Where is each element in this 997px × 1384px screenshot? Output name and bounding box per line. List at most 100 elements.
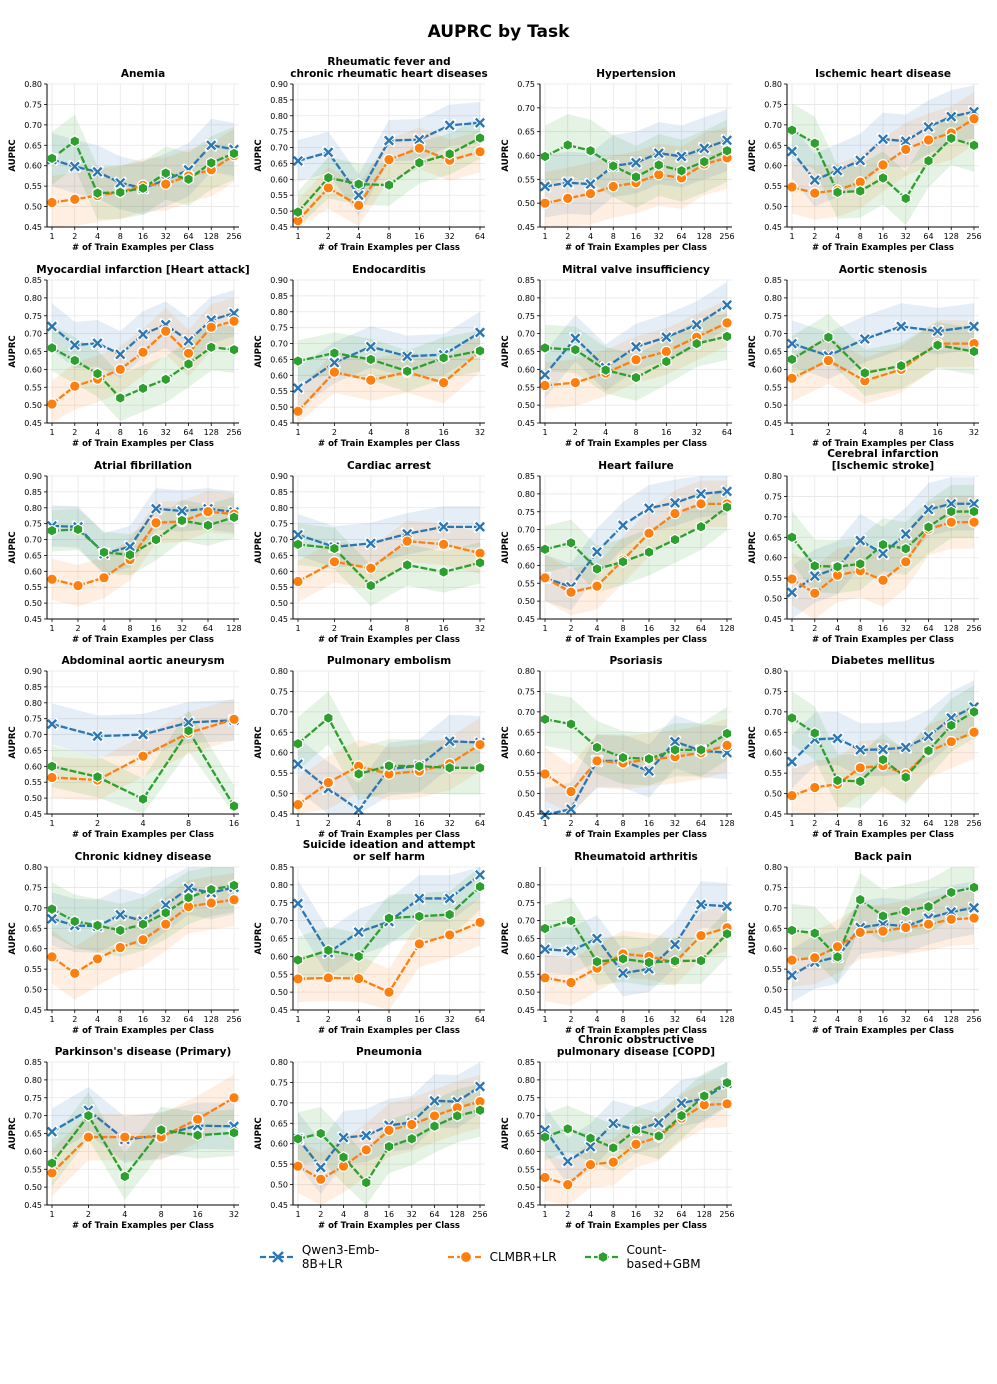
point-s3-8 — [698, 155, 710, 168]
point-s3-7 — [202, 519, 214, 532]
point-s3-2 — [570, 343, 581, 356]
series-line-2 — [51, 1096, 235, 1174]
point-s1-3 — [831, 732, 844, 745]
point-s3-2 — [809, 727, 821, 740]
point-s3-1 — [46, 524, 58, 537]
point-s3-1 — [46, 341, 58, 355]
subplot-title: or self harm — [353, 851, 425, 863]
point-s3-8 — [228, 511, 240, 524]
x-tick-label: 32 — [901, 819, 911, 828]
point-s2-5 — [630, 1138, 642, 1151]
point-s3-6 — [444, 147, 455, 161]
point-s1-4 — [606, 1117, 620, 1130]
series-line-2 — [791, 342, 974, 383]
x-tick-label: 4 — [368, 624, 373, 633]
point-s1-5 — [876, 743, 890, 756]
point-s3-5 — [438, 565, 449, 579]
x-tick-label: 4 — [588, 1210, 593, 1219]
point-s2-2 — [808, 951, 821, 964]
y-tick-label: 0.85 — [270, 292, 288, 301]
point-s3-6 — [900, 905, 912, 918]
y-tick-label: 0.55 — [517, 769, 535, 778]
x-tick-label: 32 — [901, 1015, 911, 1024]
point-s2-1 — [292, 798, 304, 811]
y-tick-label: 0.85 — [270, 488, 288, 497]
y-tick-label: 0.75 — [270, 520, 288, 529]
point-s1-4 — [894, 320, 908, 333]
y-tick-label: 0.65 — [270, 355, 288, 364]
x-tick-label: 32 — [229, 1210, 239, 1219]
y-axis-label: AUPRC — [501, 922, 511, 954]
y-tick-label: 0.90 — [270, 276, 288, 285]
y-tick-label: 0.60 — [270, 371, 288, 380]
y-tick-label: 0.60 — [24, 762, 42, 771]
point-s3-6 — [160, 373, 172, 386]
point-s1-5 — [931, 324, 944, 338]
y-tick-label: 0.50 — [764, 790, 782, 799]
x-tick-label: 4 — [368, 428, 373, 437]
point-s2-8 — [945, 735, 958, 748]
y-tick-label: 0.50 — [517, 199, 535, 208]
point-s2-6 — [159, 918, 172, 930]
x-tick-label: 8 — [118, 1015, 123, 1024]
point-s3-4 — [607, 159, 619, 173]
point-s2-9 — [968, 112, 980, 125]
x-tick-label: 1 — [49, 624, 54, 633]
subplot-title: Cerebral infarction — [827, 448, 939, 460]
point-s1-5 — [149, 502, 163, 516]
y-tick-label: 0.55 — [24, 965, 42, 974]
y-axis-label: AUPRC — [254, 335, 264, 367]
point-s3-7 — [429, 1120, 440, 1133]
x-tick-label: 16 — [878, 819, 888, 828]
x-tick-label: 8 — [386, 232, 391, 241]
x-tick-label: 2 — [332, 624, 337, 633]
point-s3-6 — [900, 192, 912, 205]
x-tick-label: 256 — [226, 1015, 241, 1024]
point-s2-1 — [46, 573, 58, 586]
point-s3-4 — [114, 186, 126, 199]
y-tick-label: 0.65 — [517, 1130, 535, 1139]
y-tick-label: 0.85 — [24, 488, 42, 497]
x-tick-label: 2 — [72, 1015, 77, 1024]
x-tick-label: 16 — [878, 624, 888, 633]
point-s3-8 — [698, 1089, 710, 1103]
y-tick-label: 0.85 — [270, 96, 288, 105]
point-s1-4 — [182, 716, 195, 729]
point-s3-4 — [383, 912, 395, 925]
x-tick-label: 256 — [472, 1210, 487, 1219]
y-tick-label: 0.55 — [764, 182, 782, 191]
subplot-title: Back pain — [854, 851, 912, 863]
point-s1-9 — [967, 901, 981, 915]
point-s3-3 — [353, 950, 364, 963]
x-tick-label: 1 — [789, 232, 794, 241]
x-tick-label: 32 — [670, 819, 680, 828]
x-tick-label: 8 — [127, 624, 132, 633]
series-line-1 — [544, 139, 728, 188]
point-s3-7 — [676, 164, 687, 177]
x-tick-label: 2 — [332, 428, 337, 437]
ci-band-2 — [545, 904, 727, 1006]
y-tick-label: 0.65 — [270, 551, 288, 560]
point-s1-7 — [694, 898, 708, 911]
point-s1-3 — [831, 164, 844, 177]
x-axis-label: # of Train Examples per Class — [565, 439, 707, 449]
y-axis-label: AUPRC — [254, 726, 264, 758]
subplot-title: [Ischemic stroke] — [832, 460, 934, 472]
y-tick-label: 0.45 — [24, 223, 42, 232]
point-s3-1 — [292, 538, 304, 551]
x-tick-label: 1 — [542, 1015, 547, 1024]
point-s1-2 — [564, 802, 578, 816]
x-axis-label: # of Train Examples per Class — [318, 1221, 460, 1231]
point-s2-2 — [68, 967, 81, 980]
point-s2-4 — [607, 1156, 620, 1168]
point-s1-6 — [443, 734, 456, 748]
point-s3-6 — [228, 1126, 240, 1139]
point-s3-1 — [539, 150, 551, 163]
point-s3-3 — [137, 792, 149, 806]
point-s1-1 — [291, 757, 305, 771]
x-tick-label: 128 — [944, 624, 959, 633]
point-s1-3 — [364, 537, 378, 550]
point-s1-6 — [652, 146, 666, 160]
y-tick-label: 0.80 — [764, 80, 782, 89]
point-s1-9 — [473, 1080, 487, 1093]
